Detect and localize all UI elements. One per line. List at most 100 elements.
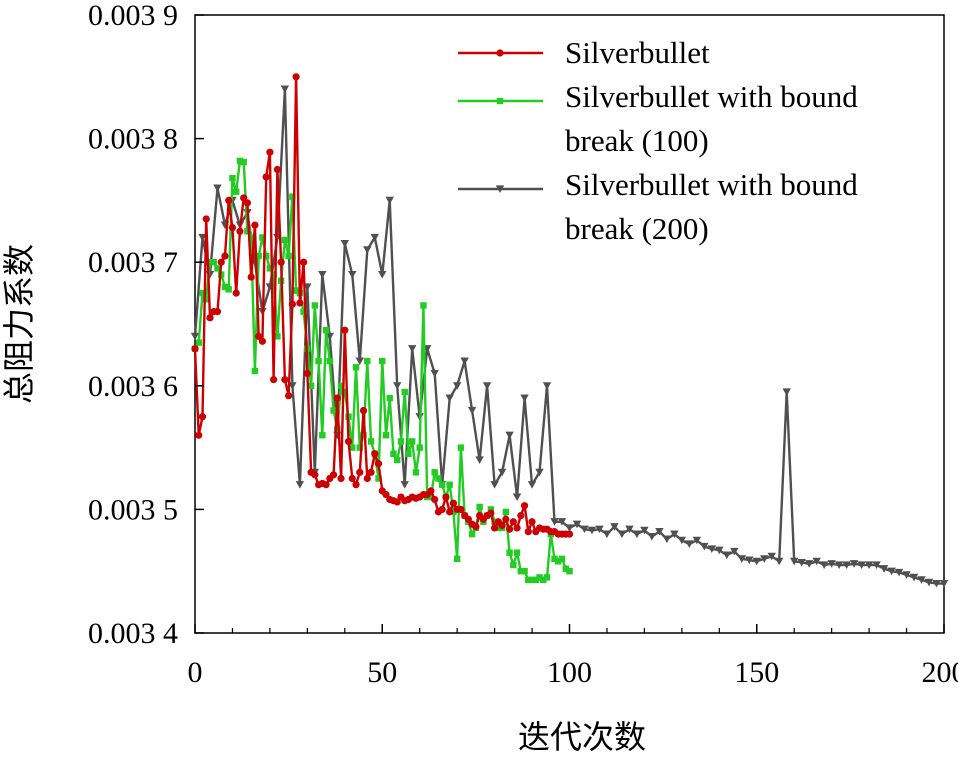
data-point [834,561,844,570]
data-point [625,525,634,534]
data-point [528,518,536,526]
data-point [655,528,664,536]
data-point [300,308,307,315]
data-point [442,493,450,501]
data-point [315,357,322,365]
data-point [767,552,776,561]
data-point [464,515,472,523]
data-point [382,432,390,439]
data-point [512,493,522,502]
y-tick-label: 0.003 7 [88,246,178,279]
data-point [632,530,642,539]
data-point [385,196,394,205]
data-point [872,561,881,570]
data-point [401,388,408,396]
data-point [557,518,567,526]
data-point [262,252,270,260]
data-point [446,481,453,488]
data-point [497,468,507,477]
x-tick-label: 0 [188,656,203,689]
data-point [491,518,498,525]
x-tick-label: 200 [922,656,958,689]
data-point [475,456,484,464]
legend-entry: Silverbullet [458,35,710,70]
data-point [587,526,597,535]
data-point [352,364,360,371]
data-point [565,524,574,532]
data-point [476,503,483,511]
data-point [221,283,229,291]
data-point [236,227,244,235]
data-point [760,555,769,563]
data-point [812,557,821,566]
data-point [288,300,296,308]
data-point [292,73,300,81]
data-point [213,308,222,316]
data-point [292,287,300,294]
data-point [490,481,499,489]
data-point [460,357,469,366]
data-point [195,339,202,346]
data-point [274,333,281,340]
data-point [550,518,559,526]
data-point [431,495,439,504]
data-point [355,357,364,366]
data-point [640,526,649,535]
data-point [502,515,510,523]
data-point [341,326,349,334]
data-point [198,413,207,421]
data-point [932,579,941,588]
data-point [341,388,348,396]
data-point [730,547,739,556]
data-point [416,444,423,451]
data-point [924,578,934,587]
data-point [647,532,657,541]
data-point [367,468,375,476]
data-point [300,258,308,266]
data-point [363,246,372,254]
data-point [199,289,206,297]
data-point [210,259,217,266]
data-point [270,376,278,384]
data-point [244,228,251,235]
data-point [334,425,341,433]
data-point [251,367,259,375]
data-point [344,437,353,446]
data-point [221,252,229,260]
data-point [909,573,919,582]
legend: Silverbullet Silverbullet with bound break… [458,35,858,246]
data-point [879,565,889,573]
data-point [364,357,371,365]
data-point [386,394,393,402]
legend-label: Silverbullet [565,35,710,70]
data-point [243,199,252,207]
data-point [566,568,573,575]
data-point [367,438,375,445]
data-point [311,471,319,479]
data-point [356,468,364,476]
y-tick-label: 0.003 9 [88,0,178,32]
data-point [340,240,349,248]
data-point [322,326,330,334]
data-point [319,432,326,439]
data-point [446,508,454,516]
data-point [670,530,679,539]
data-point [281,376,289,384]
data-point [393,382,402,390]
data-point [296,299,304,307]
data-point [790,557,799,566]
y-axis-title: 总阻力系数 [1,244,37,404]
data-point [495,524,502,532]
data-point [360,432,367,439]
data-point [506,549,513,556]
data-point [528,576,536,584]
data-point [707,545,717,553]
data-point [295,481,305,489]
data-point [359,406,368,415]
data-point [438,481,446,488]
data-point [394,456,401,464]
data-point [247,273,255,281]
legend-label: Silverbullet with bound [565,79,858,114]
data-point [240,158,247,166]
data-point [745,556,754,565]
